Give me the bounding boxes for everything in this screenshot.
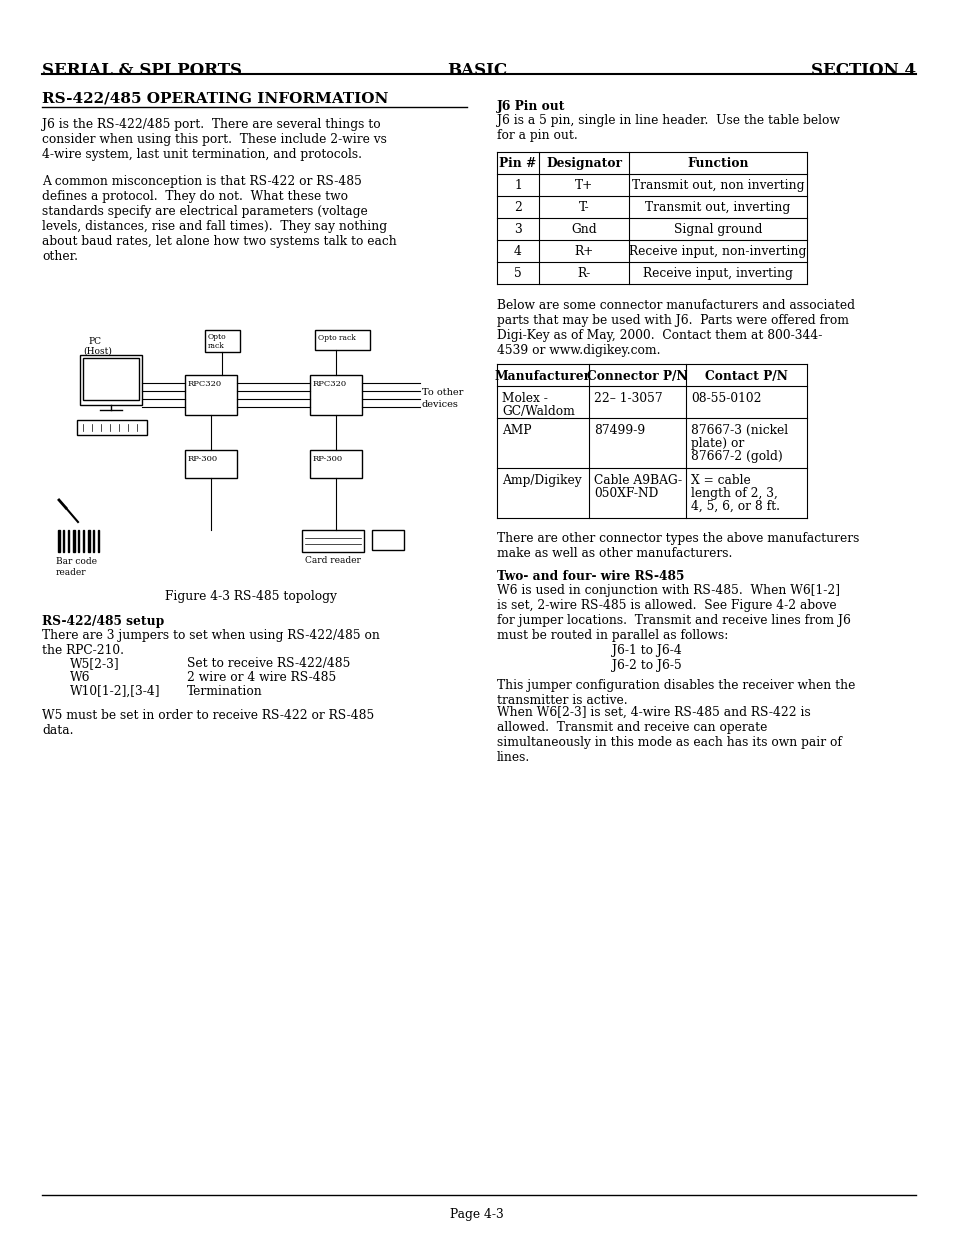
Text: Amp/Digikey: Amp/Digikey [501, 474, 581, 487]
Bar [58, 530, 60, 552]
Bar [310, 375, 361, 415]
Text: RPC320: RPC320 [188, 380, 222, 388]
Text: Contact P/N: Contact P/N [704, 370, 787, 383]
Text: PC: PC [88, 337, 101, 346]
Text: Designator: Designator [545, 157, 621, 170]
Bar [73, 530, 75, 552]
Bar [63, 530, 64, 552]
Text: R-: R- [577, 267, 590, 280]
Text: This jumper configuration disables the receiver when the
transmitter is active.: This jumper configuration disables the r… [497, 679, 855, 706]
Bar [92, 530, 94, 552]
Text: Opto: Opto [208, 333, 227, 341]
Text: Set to receive RS-422/485: Set to receive RS-422/485 [187, 657, 350, 671]
Text: 2: 2 [514, 201, 521, 214]
Text: W5[2-3]: W5[2-3] [70, 657, 119, 671]
Text: J6 Pin out: J6 Pin out [497, 100, 565, 112]
Text: Figure 4-3 RS-485 topology: Figure 4-3 RS-485 topology [165, 590, 336, 603]
Text: Termination: Termination [187, 685, 262, 698]
Text: SERIAL & SPI PORTS: SERIAL & SPI PORTS [42, 62, 242, 79]
Bar [83, 530, 84, 552]
Text: reader: reader [56, 568, 87, 577]
Text: SECTION 4: SECTION 4 [810, 62, 915, 79]
Bar [77, 420, 147, 435]
Bar [92, 530, 94, 552]
Text: Molex -: Molex - [501, 391, 547, 405]
Text: RPC320: RPC320 [313, 380, 347, 388]
Text: A common misconception is that RS-422 or RS-485
defines a protocol.  They do not: A common misconception is that RS-422 or… [42, 175, 396, 263]
Bar [78, 530, 79, 552]
Text: Page 4-3: Page 4-3 [450, 1208, 503, 1221]
Text: Transmit out, inverting: Transmit out, inverting [644, 201, 790, 214]
Bar [63, 530, 64, 552]
Text: W6 is used in conjunction with RS-485.  When W6[1-2]
is set, 2-wire RS-485 is al: W6 is used in conjunction with RS-485. W… [497, 584, 850, 642]
Text: W5 must be set in order to receive RS-422 or RS-485
data.: W5 must be set in order to receive RS-42… [42, 709, 374, 737]
Text: RP-300: RP-300 [313, 454, 343, 463]
Bar [73, 530, 75, 552]
Bar [88, 530, 91, 552]
Text: 3: 3 [514, 224, 521, 236]
Text: plate) or: plate) or [690, 437, 743, 450]
Bar [98, 530, 99, 552]
Text: J6-1 to J6-4: J6-1 to J6-4 [612, 643, 681, 657]
Text: 87499-9: 87499-9 [594, 424, 644, 437]
Text: X = cable: X = cable [690, 474, 750, 487]
Text: Gnd: Gnd [571, 224, 597, 236]
Text: Two- and four- wire RS-485: Two- and four- wire RS-485 [497, 571, 683, 583]
Text: 08-55-0102: 08-55-0102 [690, 391, 760, 405]
Text: Receive input, inverting: Receive input, inverting [642, 267, 792, 280]
Bar [83, 358, 139, 400]
Bar [302, 530, 364, 552]
Text: T+: T+ [575, 179, 593, 191]
Text: Below are some connector manufacturers and associated
parts that may be used wit: Below are some connector manufacturers a… [497, 299, 854, 357]
Text: RS-422/485 setup: RS-422/485 setup [42, 615, 164, 629]
Bar [78, 530, 79, 552]
Bar [185, 375, 236, 415]
Text: 4: 4 [514, 245, 521, 258]
Text: Transmit out, non inverting: Transmit out, non inverting [631, 179, 803, 191]
Text: AMP: AMP [501, 424, 531, 437]
Text: Cable A9BAG-: Cable A9BAG- [594, 474, 681, 487]
Text: To other: To other [421, 388, 463, 396]
Text: 22– 1-3057: 22– 1-3057 [594, 391, 662, 405]
Text: 2 wire or 4 wire RS-485: 2 wire or 4 wire RS-485 [187, 671, 335, 684]
Text: devices: devices [421, 400, 458, 409]
Bar [314, 330, 370, 350]
Text: Card reader: Card reader [305, 556, 360, 564]
Bar [68, 530, 70, 552]
Bar [310, 450, 361, 478]
Text: When W6[2-3] is set, 4-wire RS-485 and RS-422 is
allowed.  Transmit and receive : When W6[2-3] is set, 4-wire RS-485 and R… [497, 706, 841, 764]
Text: 87667-2 (gold): 87667-2 (gold) [690, 450, 781, 463]
Text: W10[1-2],[3-4]: W10[1-2],[3-4] [70, 685, 160, 698]
Text: RS-422/485 OPERATING INFORMATION: RS-422/485 OPERATING INFORMATION [42, 91, 388, 106]
Text: Manufacturer: Manufacturer [495, 370, 591, 383]
Text: RP-300: RP-300 [188, 454, 218, 463]
Text: There are other connector types the above manufacturers
make as well as other ma: There are other connector types the abov… [497, 532, 859, 559]
Text: Receive input, non-inverting: Receive input, non-inverting [629, 245, 806, 258]
Bar [68, 530, 70, 552]
Bar [83, 530, 84, 552]
Text: 050XF-ND: 050XF-ND [594, 487, 658, 500]
Text: W6: W6 [70, 671, 91, 684]
Text: Signal ground: Signal ground [673, 224, 761, 236]
Bar [185, 450, 236, 478]
Text: Pin #: Pin # [498, 157, 537, 170]
Text: Function: Function [686, 157, 748, 170]
Text: T-: T- [578, 201, 589, 214]
Text: BASIC: BASIC [446, 62, 507, 79]
Bar [80, 354, 142, 405]
Text: J6 is the RS-422/485 port.  There are several things to
consider when using this: J6 is the RS-422/485 port. There are sev… [42, 119, 387, 161]
Text: 5: 5 [514, 267, 521, 280]
Text: 1: 1 [514, 179, 521, 191]
Text: 87667-3 (nickel: 87667-3 (nickel [690, 424, 787, 437]
Bar [88, 530, 91, 552]
Bar [58, 530, 60, 552]
Text: Bar code: Bar code [56, 557, 97, 566]
Text: 4, 5, 6, or 8 ft.: 4, 5, 6, or 8 ft. [690, 500, 780, 513]
Bar [98, 530, 99, 552]
Bar [372, 530, 403, 550]
Text: R+: R+ [574, 245, 593, 258]
Text: Connector P/N: Connector P/N [587, 370, 687, 383]
Text: J6 is a 5 pin, single in line header.  Use the table below
for a pin out.: J6 is a 5 pin, single in line header. Us… [497, 114, 839, 142]
Text: Opto rack: Opto rack [317, 333, 355, 342]
Text: (Host): (Host) [83, 347, 112, 356]
